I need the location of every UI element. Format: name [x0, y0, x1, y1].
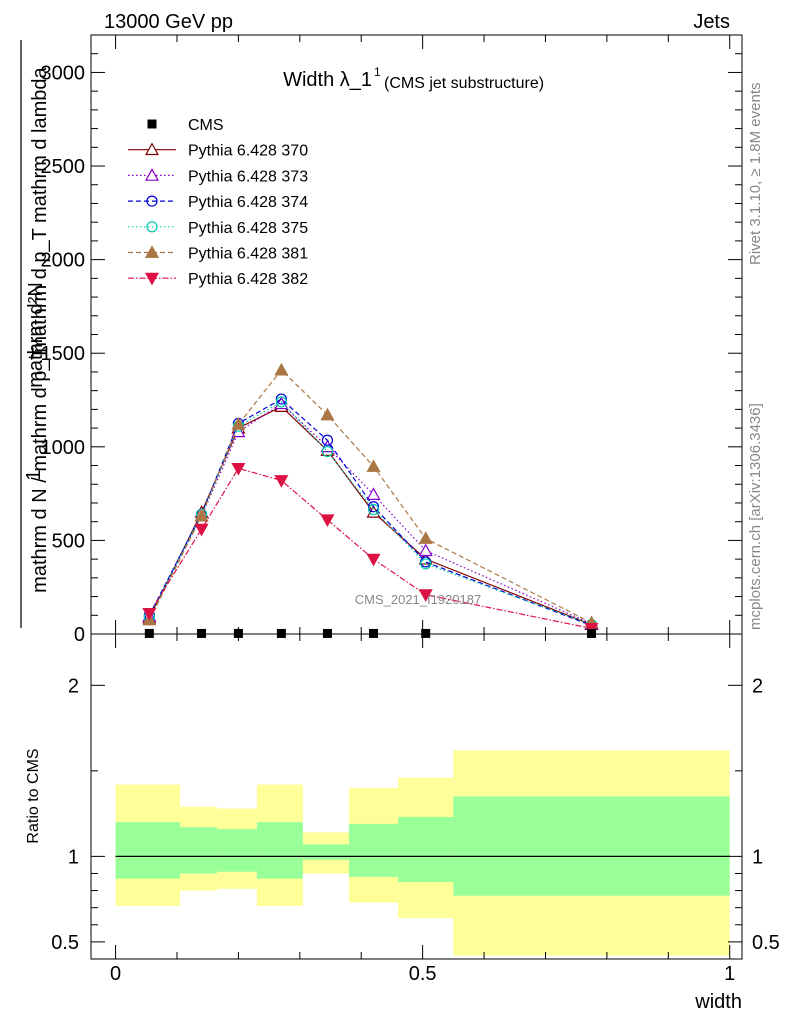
uncertainty-band-inner	[180, 827, 217, 874]
y-tick-label: 2500	[41, 156, 86, 178]
ratio-y-tick-label-right: 0.5	[752, 932, 780, 954]
uncertainty-band-inner	[302, 844, 349, 860]
data-point	[321, 434, 334, 446]
y-tick-label: 1500	[41, 343, 86, 365]
ratio-plot-panel: 0.5 0.5 1 1 2 2 0 0.5 1 Ratio to CMS width	[25, 633, 780, 1013]
x-axis-label: width	[694, 991, 742, 1013]
legend-label: CMS	[188, 117, 224, 134]
legend-label: Pythia 6.428 374	[188, 194, 308, 211]
data-point	[274, 475, 289, 488]
cms-data-point	[144, 628, 154, 638]
data-point	[367, 503, 380, 516]
plot-title: Width λ_1	[283, 69, 372, 91]
y-axis-numerator: mathrm d²N	[25, 282, 47, 388]
x-tick-label: 1	[724, 963, 735, 985]
rivet-label: Rivet 3.1.10, ≥ 1.8M events	[747, 83, 764, 266]
energy-label: 13000 GeV pp	[104, 11, 233, 33]
data-point	[418, 531, 433, 544]
series-5	[142, 362, 599, 629]
legend-marker	[144, 142, 160, 156]
legend-marker	[146, 221, 158, 233]
data-point	[142, 608, 157, 621]
cms-data-point	[276, 628, 286, 638]
y-tick-label: 1000	[41, 437, 86, 459]
series-line	[148, 467, 592, 629]
ratio-y-tick-label: 1	[68, 846, 79, 868]
y-tick-label: 2000	[41, 250, 86, 272]
legend-entry: CMS	[147, 117, 224, 134]
cms-data-point	[322, 628, 332, 638]
data-point	[231, 462, 246, 476]
y-tick-label: 3000	[41, 62, 86, 84]
legend-entry: Pythia 6.428 370	[128, 142, 308, 160]
legend-marker	[144, 168, 160, 181]
legend-label: Pythia 6.428 375	[188, 220, 308, 237]
legend: CMS Pythia 6.428 370 Pythia 6.428 373 Pythi…	[128, 117, 308, 288]
series-line	[148, 401, 592, 626]
ratio-y-tick-label: 0.5	[51, 932, 79, 954]
cms-data-point	[587, 628, 597, 638]
data-point	[420, 558, 432, 570]
x-tick-label: 0	[110, 963, 121, 985]
legend-entry: Pythia 6.428 374	[128, 194, 308, 211]
plot-title-superscript: 1	[374, 65, 381, 79]
data-point	[194, 523, 209, 537]
cms-data-point	[197, 628, 207, 638]
cms-data-point	[369, 628, 379, 638]
plot-subtitle: (CMS jet substructure)	[384, 75, 544, 92]
series-cms	[144, 628, 597, 638]
y-tick-label: 0	[74, 624, 85, 646]
legend-label: Pythia 6.428 370	[188, 143, 308, 160]
uncertainty-band-inner	[115, 822, 181, 879]
x-tick-label: 0.5	[409, 963, 437, 985]
ratio-y-axis-label: Ratio to CMS	[25, 748, 42, 843]
uncertainty-band-inner	[216, 829, 257, 872]
y-axis-fraction-one: 1	[23, 469, 45, 480]
legend-marker	[146, 195, 158, 207]
data-point	[275, 396, 287, 408]
data-point	[321, 445, 334, 458]
legend-entry: Pythia 6.428 373	[128, 168, 308, 185]
legend-label: Pythia 6.428 382	[188, 271, 308, 288]
data-point	[194, 508, 209, 522]
ratio-y-tick-label: 2	[68, 675, 79, 697]
legend-marker	[144, 245, 160, 258]
uncertainty-band-inner	[256, 822, 303, 879]
data-point	[366, 459, 381, 472]
legend-entry: Pythia 6.428 381	[128, 245, 308, 263]
cms-data-point	[421, 628, 431, 638]
uncertainty-band-inner	[348, 823, 399, 877]
legend-entry: Pythia 6.428 375	[128, 220, 308, 237]
mcplots-label: mcplots.cern.ch [arXiv:1306.3436]	[747, 403, 764, 630]
data-point	[418, 589, 433, 602]
jets-label: Jets	[693, 11, 730, 33]
y-axis-denominator: mathrm d N / mathrm d p_T	[29, 347, 51, 593]
ratio-y-tick-label-right: 1	[752, 846, 763, 868]
legend-label: Pythia 6.428 381	[188, 246, 308, 263]
y-axis-numerator-denominator: mathrm d p_T mathrm d lambda	[29, 66, 51, 352]
data-point	[418, 543, 433, 557]
data-point	[231, 417, 246, 430]
data-point	[366, 553, 381, 567]
data-point	[366, 487, 381, 500]
data-point	[274, 362, 289, 376]
data-point	[320, 407, 335, 421]
y-tick-label: 500	[52, 530, 85, 552]
legend-marker	[147, 119, 157, 129]
analysis-watermark: CMS_2021_I1920187	[355, 592, 482, 607]
data-point	[367, 501, 380, 513]
ratio-y-tick-label-right: 2	[752, 675, 763, 697]
legend-marker	[144, 272, 160, 286]
uncertainty-band-inner	[453, 796, 730, 896]
ratio-plot-frame	[90, 633, 743, 960]
main-plot-panel: 0 500 1000 1500 2000 2500 3000 CMS_2021_I19201…	[20, 34, 743, 646]
data-point	[320, 514, 335, 528]
legend-label: Pythia 6.428 373	[188, 168, 308, 185]
series-line	[148, 398, 592, 627]
series-line	[148, 369, 592, 624]
legend-entry: Pythia 6.428 382	[128, 271, 308, 288]
data-point	[275, 393, 287, 405]
uncertainty-band-inner	[398, 817, 454, 883]
